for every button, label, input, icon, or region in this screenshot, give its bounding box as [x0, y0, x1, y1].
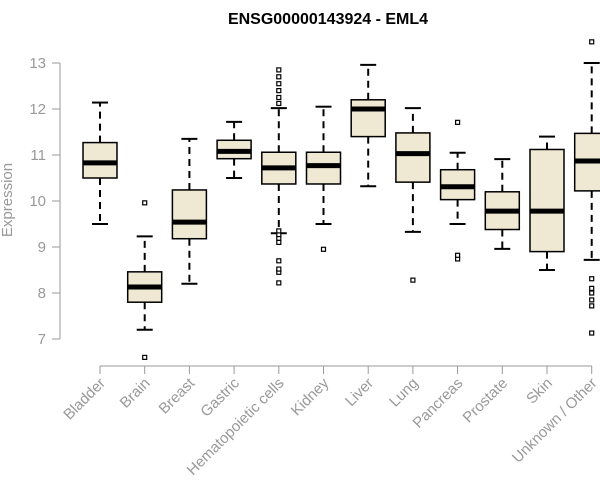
outlier-point	[589, 39, 595, 45]
outlier-point	[276, 258, 282, 264]
x-category-label: Prostate	[460, 375, 512, 427]
outlier-point	[455, 252, 461, 258]
box-iqr	[82, 141, 118, 179]
outlier-point	[276, 100, 282, 107]
outlier-point	[410, 277, 416, 283]
outlier-point	[589, 303, 595, 309]
box-group	[171, 137, 208, 285]
outlier-point	[276, 228, 282, 234]
box-iqr	[529, 148, 565, 253]
outlier-point	[276, 81, 282, 87]
x-category-label: Skin	[523, 375, 556, 408]
y-tick-label: 8	[38, 285, 46, 302]
y-tick-label: 11	[30, 147, 46, 164]
outlier-point	[276, 94, 282, 101]
x-category-label: Bladder	[60, 375, 109, 424]
box-group	[529, 135, 565, 271]
chart-title: ENSG00000143924 - EML4	[228, 11, 428, 28]
outlier-point	[455, 119, 461, 125]
y-tick-label: 10	[29, 193, 46, 210]
outlier-point	[142, 200, 148, 206]
box-group	[305, 105, 342, 252]
outlier-point	[589, 290, 595, 296]
outlier-point	[589, 330, 595, 336]
outlier-point	[276, 87, 282, 94]
outlier-point	[589, 285, 595, 291]
box-group	[261, 67, 297, 286]
box-group	[573, 39, 600, 336]
y-tick-label: 7	[38, 331, 46, 348]
y-tick-label: 12	[29, 101, 46, 118]
x-category-label: Unknown / Other	[509, 375, 600, 467]
box-iqr	[395, 132, 431, 183]
outlier-point	[589, 297, 595, 303]
y-tick-label: 9	[38, 239, 46, 256]
outlier-point	[142, 354, 148, 360]
box-iqr	[305, 151, 342, 185]
y-axis-label: Expression	[0, 163, 16, 237]
outlier-point	[589, 276, 595, 282]
outlier-point	[276, 67, 282, 73]
x-category-label: Kidney	[288, 374, 333, 419]
boxes-layer	[82, 39, 600, 360]
x-category-label: Lung	[386, 375, 422, 411]
box-group	[484, 158, 521, 250]
x-category-label: Breast	[156, 374, 199, 417]
x-category-label: Brain	[117, 375, 154, 412]
box-group	[216, 120, 252, 179]
outlier-point	[276, 239, 282, 245]
box-iqr	[171, 189, 208, 240]
box-group	[350, 63, 386, 188]
outlier-point	[276, 280, 282, 286]
box-group	[82, 101, 118, 225]
outlier-point	[320, 246, 327, 252]
box-group	[395, 107, 431, 283]
outlier-point	[276, 74, 282, 80]
outlier-point	[276, 266, 282, 272]
y-axis: 7 8 9 10 11 12 13	[29, 55, 61, 348]
y-tick-label: 13	[29, 55, 46, 72]
box-group	[126, 200, 163, 360]
x-category-label: Liver	[342, 375, 377, 410]
box-iqr	[350, 99, 386, 138]
box-group	[439, 119, 476, 262]
